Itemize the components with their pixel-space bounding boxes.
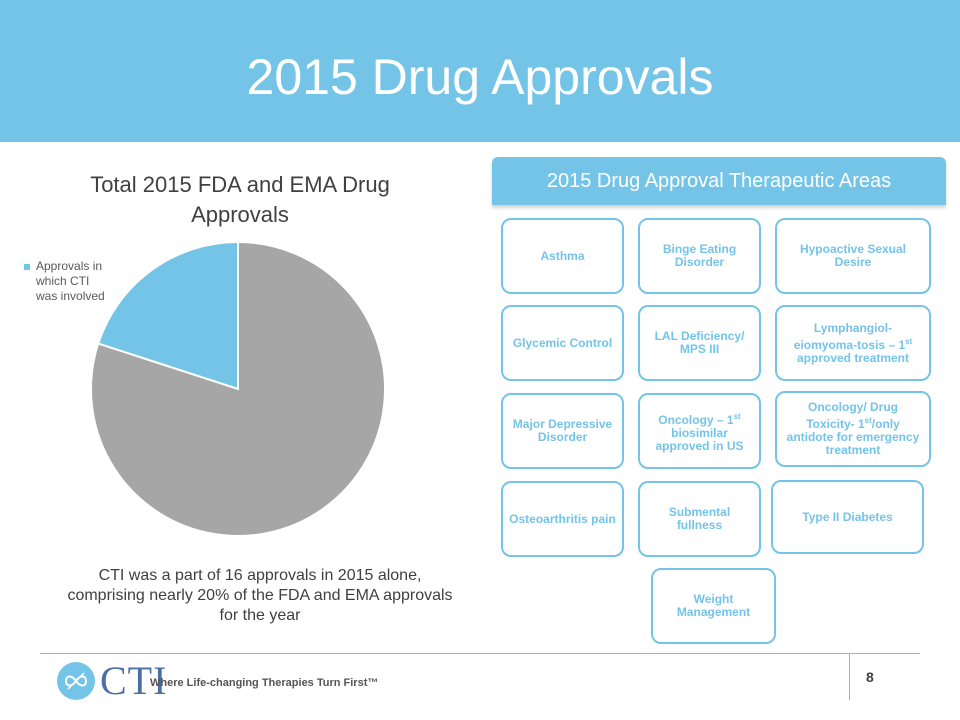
therapeutic-area-label: Weight Management bbox=[676, 592, 751, 619]
therapeutic-area-label: Asthma bbox=[540, 248, 585, 263]
pie-slice-0 bbox=[96, 240, 239, 391]
therapeutic-area-label: Type II Diabetes bbox=[802, 509, 893, 524]
therapeutic-areas-heading: 2015 Drug Approval Therapeutic Areas bbox=[492, 157, 946, 205]
legend-swatch bbox=[24, 264, 30, 270]
therapeutic-area-box: Asthma bbox=[501, 218, 624, 294]
therapeutic-area-box: Lymphangiol-eiomyoma-tosis – 1st approve… bbox=[775, 305, 931, 381]
therapeutic-area-box: LAL Deficiency/ MPS III bbox=[638, 305, 761, 381]
therapeutic-area-label: Oncology/ Drug Toxicity- 1st/only antido… bbox=[786, 400, 920, 457]
therapeutic-area-box: Osteoarthritis pain bbox=[501, 481, 624, 557]
infinity-logo-icon bbox=[57, 662, 95, 700]
page-title: 2015 Drug Approvals bbox=[246, 49, 714, 105]
therapeutic-area-box: Glycemic Control bbox=[501, 305, 624, 381]
therapeutic-area-box: Weight Management bbox=[651, 568, 776, 644]
legend-entry: Approvals in which CTI was involved bbox=[36, 259, 105, 303]
footer-tagline: Where Life-changing Therapies Turn First… bbox=[150, 677, 379, 689]
therapeutic-area-label: Submental fullness bbox=[668, 505, 731, 532]
pie-slice-1 bbox=[90, 240, 386, 537]
therapeutic-area-box: Submental fullness bbox=[638, 481, 761, 557]
therapeutic-area-box: Oncology – 1st biosimilar approved in US bbox=[638, 393, 761, 469]
logo-text: CTI bbox=[100, 658, 168, 703]
therapeutic-area-label: LAL Deficiency/ MPS III bbox=[654, 329, 745, 356]
chart-caption: CTI was a part of 16 approvals in 2015 a… bbox=[67, 567, 453, 624]
page-number: 8 bbox=[866, 669, 874, 685]
footer-divider bbox=[40, 653, 920, 654]
therapeutic-area-label: Hypoactive Sexual Desire bbox=[799, 242, 907, 269]
therapeutic-area-box: Binge Eating Disorder bbox=[638, 218, 761, 294]
therapeutic-area-label: Lymphangiol-eiomyoma-tosis – 1st approve… bbox=[793, 320, 913, 365]
therapeutic-area-box: Oncology/ Drug Toxicity- 1st/only antido… bbox=[775, 391, 931, 467]
therapeutic-area-label: Major Depressive Disorder bbox=[512, 417, 613, 444]
header-banner bbox=[0, 0, 960, 142]
chart-title: Total 2015 FDA and EMA Drug Approvals bbox=[90, 172, 390, 227]
therapeutic-area-label: Glycemic Control bbox=[512, 335, 613, 350]
therapeutic-area-box: Major Depressive Disorder bbox=[501, 393, 624, 469]
therapeutic-area-label: Osteoarthritis pain bbox=[509, 511, 616, 526]
pie-chart bbox=[90, 240, 386, 537]
footer-vertical-divider bbox=[849, 654, 850, 700]
therapeutic-area-box: Hypoactive Sexual Desire bbox=[775, 218, 931, 294]
therapeutic-area-label: Oncology – 1st biosimilar approved in US bbox=[655, 411, 744, 453]
therapeutic-area-label: Binge Eating Disorder bbox=[662, 242, 737, 269]
therapeutic-area-box: Type II Diabetes bbox=[771, 480, 924, 554]
